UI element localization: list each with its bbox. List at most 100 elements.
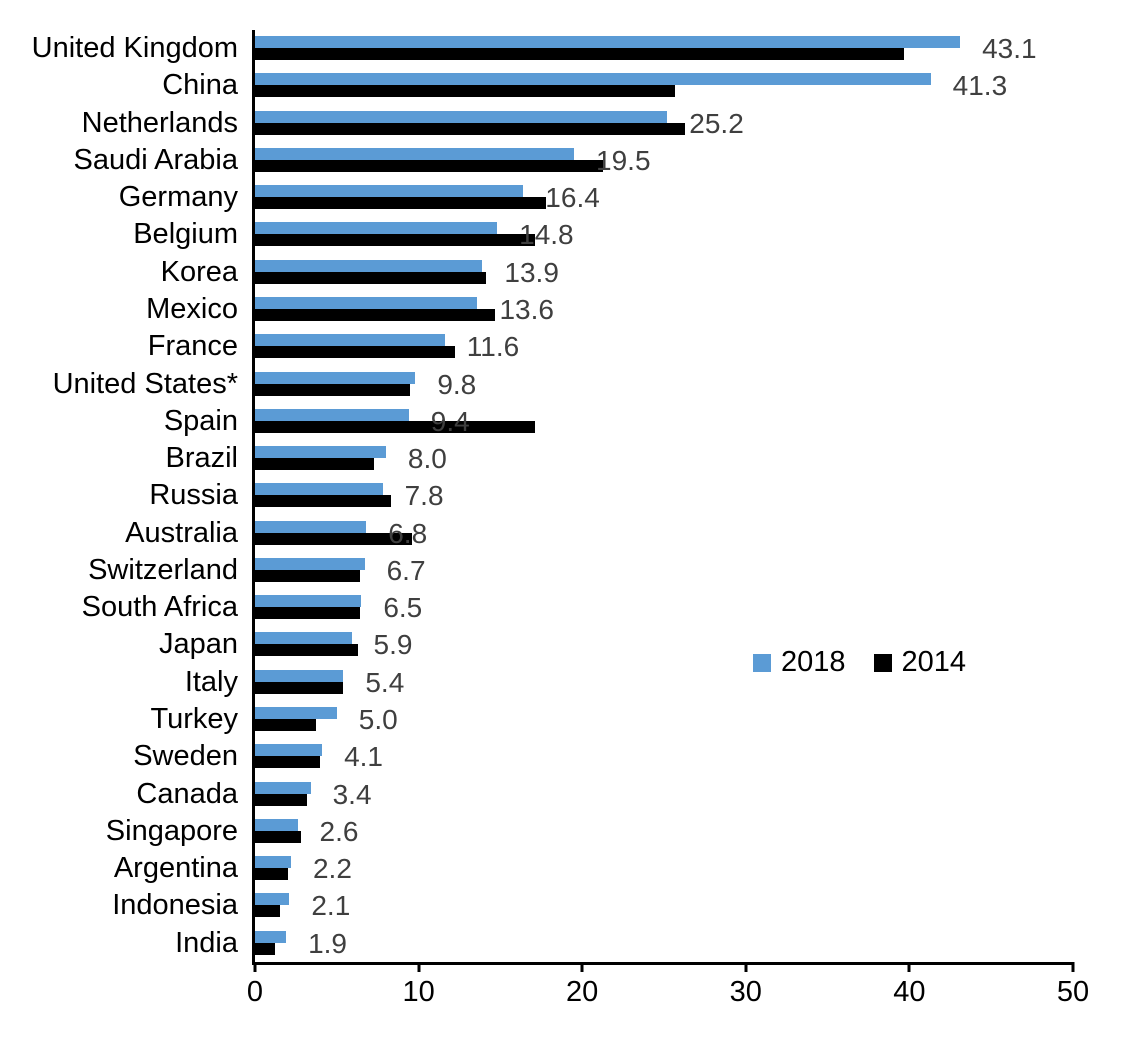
bar-row: 7.8 [255,477,1073,514]
value-label: 8.0 [407,443,447,475]
category-label: Brazil [165,442,238,475]
bar-2018 [255,632,352,645]
bar-2018 [255,520,367,533]
bar-2018 [255,110,668,123]
value-label: 9.8 [437,368,477,400]
bar-2014 [255,48,905,60]
bar-row: 19.5 [255,142,1073,179]
bar-2014 [255,234,535,247]
category-label: Spain [163,404,238,437]
category-label: Belgium [133,218,238,251]
value-label: 13.9 [504,256,559,288]
bar-row: 5.9 [255,626,1073,663]
bar-row: 25.2 [255,105,1073,142]
category-label: India [175,926,238,959]
bar-2018 [255,893,290,906]
bar-row: 43.1 [255,30,1073,67]
bar-row: 2.1 [255,887,1073,924]
category-label: United Kingdom [31,32,238,64]
value-label: 5.4 [365,666,405,698]
bar-2018 [255,781,311,794]
bar-row: 13.9 [255,254,1073,291]
category-label: France [147,330,238,363]
category-label: Mexico [146,292,238,325]
legend-label-2014: 2014 [901,646,967,678]
bar-2018 [255,222,498,235]
bar-row: 13.6 [255,291,1073,328]
x-axis-tick-label: 40 [893,976,926,1008]
value-label: 19.5 [596,144,651,176]
bar-2014 [255,905,280,918]
bar-2014 [255,383,411,396]
bar-row: 16.4 [255,179,1073,216]
bar-2014 [255,122,686,135]
bar-2018 [255,930,287,943]
category-label: Turkey [150,703,238,736]
category-label: Korea [160,255,238,288]
bar-2018 [255,147,575,160]
bar-2014 [255,644,359,657]
x-axis-tick [1071,962,1075,972]
x-axis-tick [744,962,748,972]
category-label: Japan [158,628,238,661]
bar-2018 [255,446,386,459]
bar-2018 [255,744,323,757]
bar-row: 5.4 [255,664,1073,701]
bar-row: 6.8 [255,515,1073,552]
bar-2014 [255,942,275,955]
category-label: Saudi Arabia [73,143,238,176]
bar-2014 [255,793,308,806]
bar-2018 [255,557,365,570]
bar-2014 [255,868,288,881]
bar-2018 [255,408,409,421]
bar-row: 9.8 [255,366,1073,403]
bar-2014 [255,308,496,321]
plot-area: 43.1 41.3 25.2 19.5 16.4 14.8 13.9 13.6 11.6 9.8 9… [247,30,1089,1008]
x-axis-tick-label: 10 [402,976,435,1008]
value-label: 9.4 [430,405,470,437]
bar-2014 [255,159,604,172]
value-label: 11.6 [466,331,520,363]
category-label: Australia [125,516,238,549]
category-label: Argentina [113,852,238,885]
value-label: 4.1 [344,741,383,773]
bar-2014 [255,271,486,284]
x-axis-tick [253,962,257,972]
x-axis-tick-label: 0 [246,976,264,1008]
category-label: Indonesia [112,889,238,922]
bar-2018 [255,483,383,496]
bar-row: 11.6 [255,328,1073,365]
legend-swatch-2014 [873,653,892,672]
category-labels: United Kingdom China Netherlands Saudi Arab… [0,30,238,962]
x-axis-tick-label: 30 [729,976,762,1008]
bar-2018 [255,73,931,86]
bar-2014 [255,756,321,769]
category-label: China [162,69,238,102]
bar-2018 [255,36,961,48]
category-label: Canada [136,777,238,810]
legend-swatch-2018 [753,653,771,672]
bar-row: 41.3 [255,67,1073,104]
bar-row: 9.4 [255,403,1073,440]
value-label: 3.4 [332,778,372,810]
bar-2018 [255,856,291,869]
bar-2014 [255,719,316,732]
x-axis-tick [907,962,911,972]
bar-2018 [255,334,445,347]
value-label: 6.7 [386,554,426,586]
value-label: 43.1 [982,33,1037,64]
value-label: 7.8 [404,480,444,512]
bar-2014 [255,569,360,582]
value-label: 5.9 [373,629,413,661]
value-label: 16.4 [545,182,600,214]
bar-2014 [255,532,413,545]
x-axis-tick [580,962,584,972]
legend-label-2018: 2018 [781,646,846,678]
value-label: 6.8 [388,517,428,549]
bar-row: 4.1 [255,738,1073,775]
bar-row: 8.0 [255,440,1073,477]
bar-2018 [255,669,344,682]
bar-2014 [255,830,301,843]
bar-row: 6.7 [255,552,1073,589]
bar-2018 [255,259,483,272]
